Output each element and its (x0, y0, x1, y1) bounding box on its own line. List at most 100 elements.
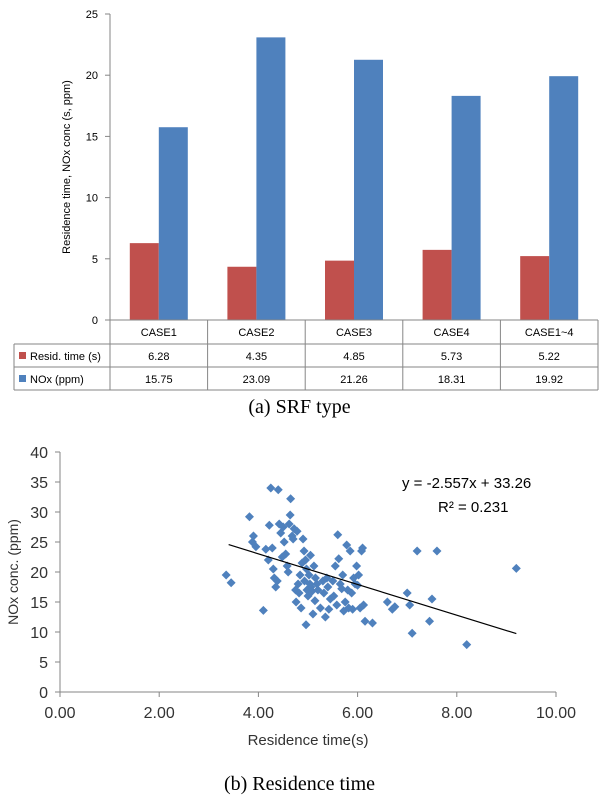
data-label: 18.31 (438, 374, 466, 386)
bar-resid-time (129, 243, 159, 320)
legend-swatch (19, 375, 26, 382)
scatter-point (352, 561, 362, 571)
scatter-point (298, 534, 308, 544)
scatter-point (462, 640, 472, 650)
data-label: 21.26 (340, 374, 368, 386)
scatter-point (248, 531, 258, 541)
trendline-equation: y = -2.557x + 33.26 (402, 475, 531, 492)
scatter-point (359, 600, 369, 610)
scatter-point (402, 588, 412, 598)
bar-resid-time (422, 249, 452, 320)
scatter-point (286, 494, 296, 504)
scatter-point (334, 554, 344, 564)
data-label: 6.28 (148, 351, 169, 363)
y-axis-title: Residence time, NOx conc (s, ppm) (61, 80, 73, 254)
bar-nox (549, 76, 579, 320)
scatter-point (332, 600, 342, 610)
bar-nox (158, 127, 188, 320)
y-tick-label: 25 (86, 9, 98, 21)
y-tick-label: 10 (30, 625, 48, 642)
category-label: CASE2 (238, 327, 274, 339)
scatter-point (288, 534, 298, 544)
scatter-point (291, 597, 301, 607)
data-label: 4.35 (246, 351, 267, 363)
y-tick-label: 10 (86, 193, 98, 205)
scatter-point (360, 616, 370, 626)
y-tick-label: 30 (30, 505, 48, 522)
scatter-point (281, 549, 291, 559)
y-tick-label: 40 (30, 445, 48, 462)
scatter-point (301, 555, 311, 565)
scatter-point (337, 584, 347, 594)
scatter-point (347, 588, 357, 598)
trendline (228, 544, 517, 635)
y-axis-title: NOx conc. (ppm) (5, 519, 21, 625)
scatter-point (324, 604, 334, 614)
scatter-point (251, 542, 261, 552)
y-tick-label: 5 (39, 655, 48, 672)
scatter-point (320, 612, 330, 622)
x-tick-label: 0.00 (44, 705, 75, 722)
scatter-point (367, 618, 377, 628)
bar-nox (451, 95, 481, 321)
bar-chart-srf-type: 0 5 10 15 20 25 Residence time, NOx conc (s, p… (13, 9, 599, 391)
y-tick-label: 35 (30, 475, 48, 492)
y-tick-label: 15 (86, 131, 98, 143)
category-label: CASE3 (336, 327, 372, 339)
bar-resid-time (227, 266, 257, 320)
scatter-point (319, 588, 329, 598)
x-tick-label: 4.00 (243, 705, 274, 722)
y-tick-label: 0 (39, 685, 48, 702)
scatter-point (340, 597, 350, 607)
scatter-point (293, 579, 303, 589)
scatter-point (221, 570, 231, 580)
scatter-point (295, 570, 305, 580)
scatter-point (304, 570, 314, 580)
y-tick-label: 25 (30, 535, 48, 552)
scatter-chart-residence-time: 0 5 10 15 20 25 30 35 40 0.00 2.00 4.00 6.00 8.00 10.0… (5, 445, 576, 749)
scatter-point (264, 520, 274, 530)
scatter-point (338, 570, 348, 580)
scatter-point (266, 483, 276, 493)
y-tick-label: 20 (86, 70, 98, 82)
x-axis-title: Residence time(s) (248, 732, 369, 749)
scatter-point (511, 563, 521, 573)
scatter-point (301, 620, 311, 630)
scatter-point (323, 582, 333, 592)
scatter-point (267, 543, 277, 553)
scatter-point (268, 564, 278, 574)
data-label: 5.73 (441, 351, 462, 363)
y-tick-label: 15 (30, 595, 48, 612)
x-tick-label: 8.00 (441, 705, 472, 722)
scatter-point (345, 546, 355, 556)
scatter-point (329, 591, 339, 601)
scatter-point (285, 510, 295, 520)
x-tick-label: 10.00 (536, 705, 576, 722)
caption-srf-type: (a) SRF type (248, 396, 351, 418)
scatter-point (342, 540, 352, 550)
scatter-point (427, 594, 437, 604)
scatter-point (244, 512, 254, 522)
scatter-point (292, 526, 302, 536)
data-label: 15.75 (145, 374, 173, 386)
scatter-point (261, 544, 271, 554)
scatter-point (405, 600, 415, 610)
scatter-point (425, 616, 435, 626)
caption-residence-time: (b) Residence time (223, 773, 376, 795)
data-label: 23.09 (243, 374, 271, 386)
x-tick-label: 6.00 (342, 705, 373, 722)
bar-nox (354, 59, 383, 321)
y-tick-label: 20 (30, 565, 48, 582)
scatter-point (226, 578, 236, 588)
scatter-point (272, 576, 282, 586)
legend-swatch (19, 352, 26, 359)
scatter-point (305, 550, 315, 560)
scatter-point (310, 596, 320, 606)
scatter-point (328, 576, 338, 586)
scatter-point (333, 530, 343, 540)
category-label: CASE1~4 (525, 327, 574, 339)
y-tick-label: 0 (92, 315, 98, 327)
scatter-point (309, 561, 319, 571)
scatter-point (330, 561, 340, 571)
trendline-r-squared: R² = 0.231 (438, 499, 508, 516)
